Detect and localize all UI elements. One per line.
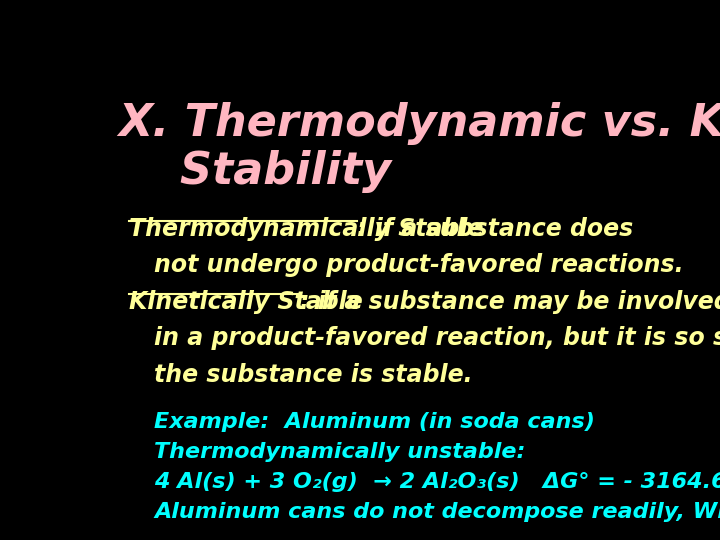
Text: Kinetically Stable: Kinetically Stable (129, 290, 363, 314)
Text: not undergo product-favored reactions.: not undergo product-favored reactions. (154, 253, 684, 277)
Text: X. Thermodynamic vs. Kinetic: X. Thermodynamic vs. Kinetic (118, 102, 720, 145)
Text: Thermodynamically unstable:: Thermodynamically unstable: (154, 442, 526, 462)
Text: Thermodynamically Stable: Thermodynamically Stable (129, 217, 484, 240)
Text: Example:  Aluminum (in soda cans): Example: Aluminum (in soda cans) (154, 413, 595, 433)
Text: : if a substance does: : if a substance does (357, 217, 634, 240)
Text: 4 Al(s) + 3 O₂(g)  → 2 Al₂O₃(s)   ΔG° = - 3164.6  kJ: 4 Al(s) + 3 O₂(g) → 2 Al₂O₃(s) ΔG° = - 3… (154, 472, 720, 492)
Text: : if a substance may be involved: : if a substance may be involved (300, 290, 720, 314)
Text: in a product-favored reaction, but it is so slow that: in a product-favored reaction, but it is… (154, 326, 720, 350)
Text: Stability: Stability (118, 150, 391, 193)
Text: Aluminum cans do not decompose readily, Why??: Aluminum cans do not decompose readily, … (154, 502, 720, 522)
Text: the substance is stable.: the substance is stable. (154, 363, 473, 387)
